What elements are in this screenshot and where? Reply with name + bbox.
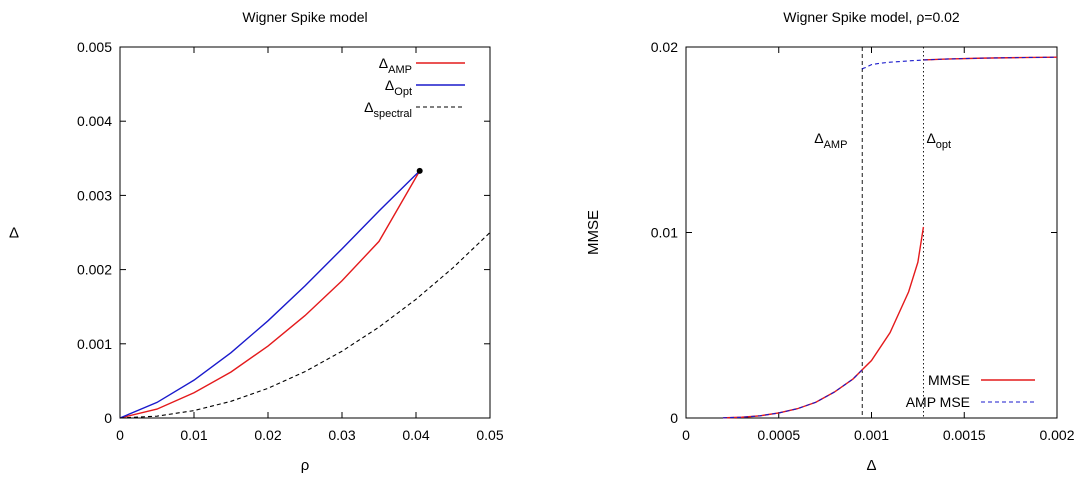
legend-label-1: ΔOpt bbox=[385, 77, 412, 98]
x-axis-label: Δ bbox=[866, 457, 876, 474]
y-tick-label: 0 bbox=[104, 410, 112, 426]
series-line-1-seg1 bbox=[861, 56, 1058, 70]
legend-label-0-sub: AMP bbox=[388, 64, 412, 76]
x-tick-label: 0.0005 bbox=[757, 427, 800, 443]
x-tick-label: 0.03 bbox=[328, 427, 355, 443]
vline-label-opt: Δopt bbox=[926, 130, 951, 151]
x-tick-label: 0 bbox=[682, 427, 690, 443]
y-tick-label: 0.003 bbox=[77, 187, 112, 203]
endpoint-marker bbox=[416, 167, 423, 174]
legend-label-1-sub: Opt bbox=[394, 86, 412, 98]
series-line-0 bbox=[119, 170, 421, 419]
legend-label-2: Δspectral bbox=[364, 99, 412, 120]
legend-label-1: AMP MSE bbox=[906, 394, 970, 410]
legend-label-2-main: Δ bbox=[364, 99, 373, 115]
x-tick-label: 0.05 bbox=[476, 427, 503, 443]
vline-label-opt-main: Δ bbox=[926, 130, 935, 146]
y-tick-label: 0.001 bbox=[77, 336, 112, 352]
chart-title: Wigner Spike model, ρ=0.02 bbox=[783, 9, 960, 25]
y-axis-label: MMSE bbox=[585, 210, 602, 255]
y-tick-label: 0.004 bbox=[77, 113, 112, 129]
chart-right: Wigner Spike model, ρ=0.02 0 0.0005 0.001 0.… bbox=[585, 9, 1075, 474]
legend-label-1-main: Δ bbox=[385, 77, 394, 93]
y-tick-label: 0.002 bbox=[77, 262, 112, 278]
x-axis-label: ρ bbox=[301, 457, 310, 474]
y-tick-label: 0.02 bbox=[651, 39, 678, 55]
series-line-0-seg0 bbox=[723, 226, 925, 419]
x-tick-label: 0.002 bbox=[1039, 427, 1074, 443]
legend-label-0-main: Δ bbox=[379, 55, 388, 71]
y-tick-label: 0 bbox=[670, 410, 678, 426]
x-tick-label: 0.01 bbox=[180, 427, 207, 443]
x-tick-label: 0.04 bbox=[402, 427, 429, 443]
legend-label-0: ΔAMP bbox=[379, 55, 412, 76]
series-line-1 bbox=[119, 170, 421, 419]
plot-frame bbox=[685, 46, 1058, 419]
vline-label-amp: ΔAMP bbox=[814, 130, 847, 151]
y-tick-label: 0.005 bbox=[77, 39, 112, 55]
vline-label-amp-sub: AMP bbox=[824, 139, 848, 151]
x-tick-label: 0.02 bbox=[254, 427, 281, 443]
chart-title: Wigner Spike model bbox=[242, 9, 367, 25]
x-tick-label: 0 bbox=[116, 427, 124, 443]
x-tick-label: 0.001 bbox=[854, 427, 889, 443]
legend-label-2-sub: spectral bbox=[373, 108, 412, 120]
vline-label-opt-sub: opt bbox=[936, 139, 951, 151]
plot-frame bbox=[119, 46, 491, 419]
y-axis-label: Δ bbox=[9, 225, 19, 242]
series-line-1-seg0 bbox=[723, 369, 863, 419]
series-line-2 bbox=[119, 232, 491, 419]
legend-label-0: MMSE bbox=[928, 372, 970, 388]
y-tick-label: 0.01 bbox=[651, 225, 678, 241]
legend-label-1-main: AMP MSE bbox=[906, 394, 970, 410]
vline-label-amp-main: Δ bbox=[814, 130, 823, 146]
chart-left: Wigner Spike model 0 0.01 0.02 0.03 0.04 0.05 0… bbox=[9, 9, 504, 474]
legend-label-0-main: MMSE bbox=[928, 372, 970, 388]
x-tick-label: 0.0015 bbox=[943, 427, 986, 443]
